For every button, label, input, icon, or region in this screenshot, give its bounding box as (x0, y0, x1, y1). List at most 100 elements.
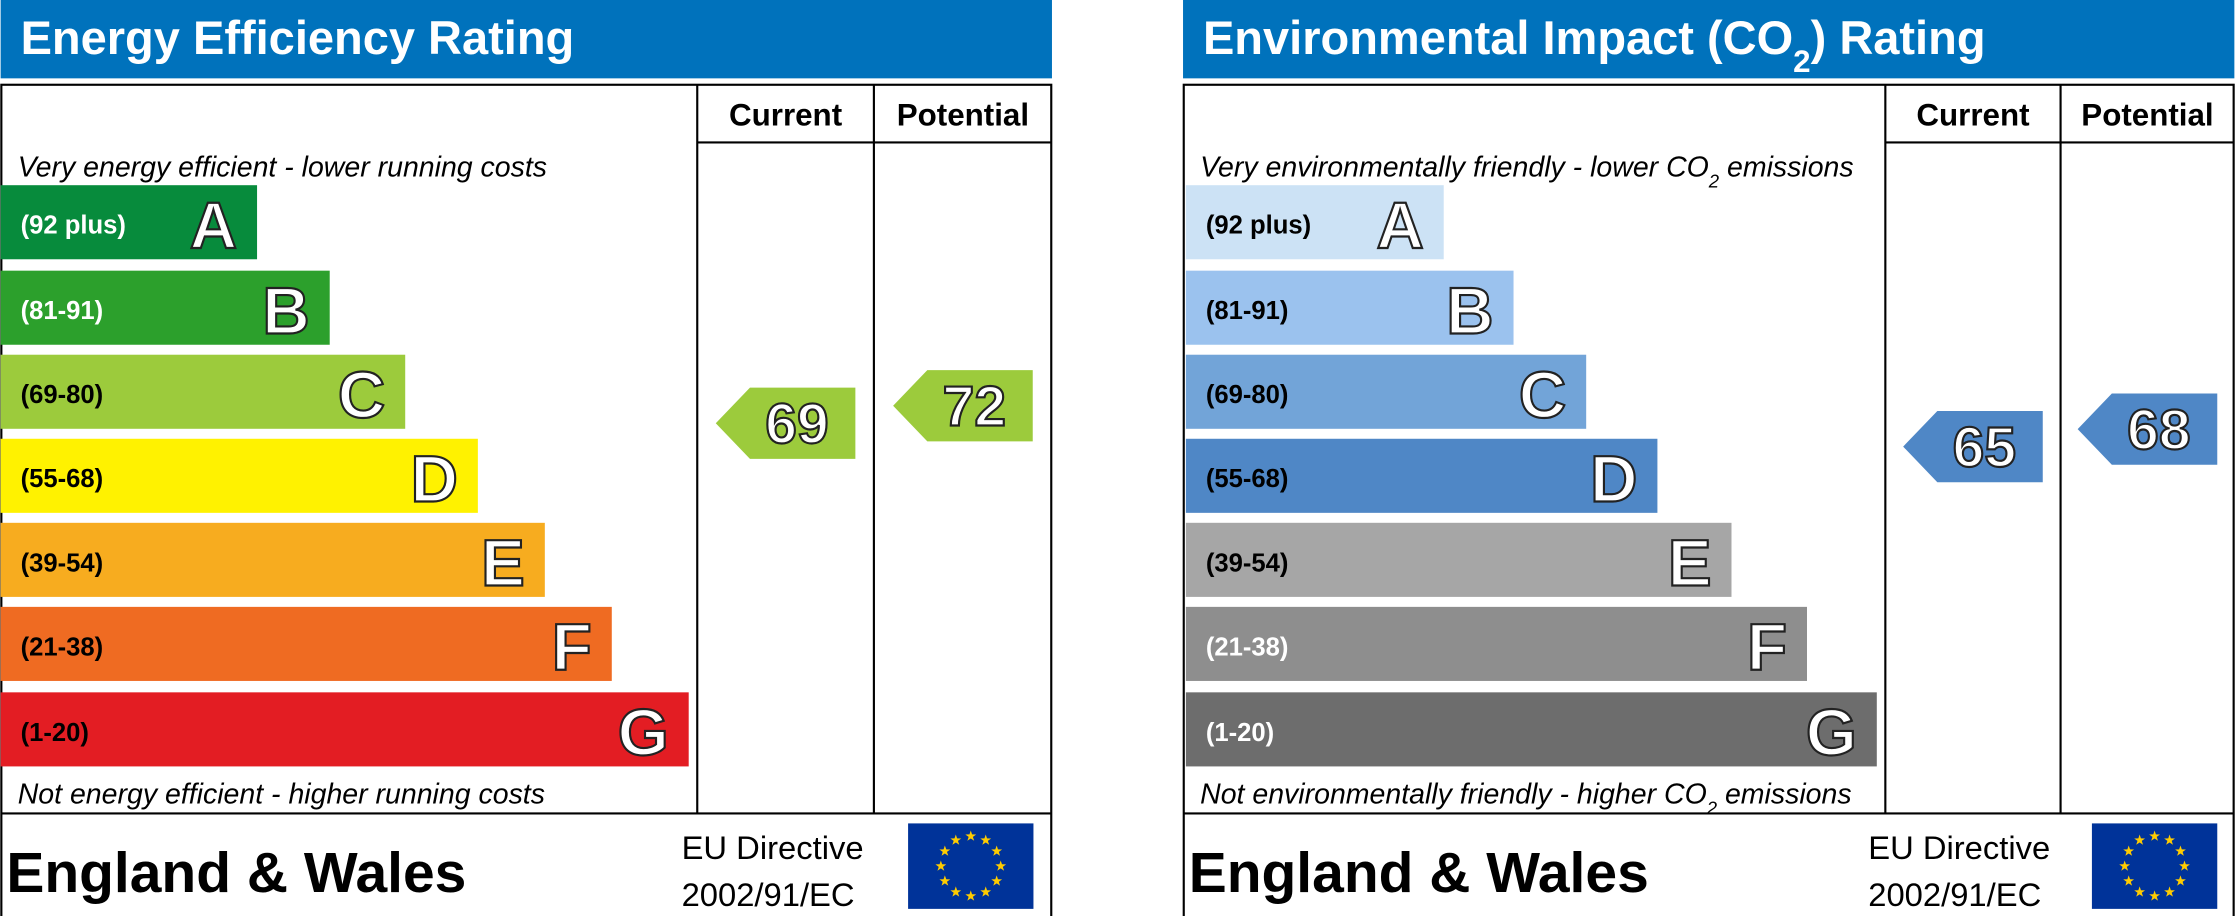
band-letter: E (481, 526, 525, 599)
rating-panel: Environmental Impact (CO2) RatingCurrent… (1182, 0, 2235, 916)
flag-star (950, 834, 962, 845)
flag-star (995, 860, 1007, 871)
rating-value: 72 (943, 375, 1006, 439)
bottom-note-part: emissions (1717, 778, 1852, 810)
flag-star (2175, 845, 2186, 856)
header-bar (1183, 0, 2235, 79)
column-header: Current (729, 97, 843, 132)
flag-star (2179, 860, 2190, 871)
panel-title: Energy Efficiency Rating (21, 11, 575, 64)
top-note-part: emissions (1719, 152, 1854, 184)
band-range: (55-68) (1206, 465, 1289, 493)
band-letter: D (411, 442, 458, 515)
bottom-note: Not energy efficient - higher running co… (18, 778, 545, 810)
band-bar (0, 270, 330, 345)
top-note-part: Very environmentally friendly - lower CO (1200, 152, 1709, 184)
column-header: Potential (2081, 97, 2213, 132)
flag-star (2164, 886, 2175, 897)
rating-value: 68 (2127, 398, 2190, 462)
band-range: (39-54) (21, 549, 104, 577)
flag-star (2149, 890, 2161, 901)
footer-country: England & Wales (1189, 841, 1649, 905)
flag-star (2164, 834, 2175, 845)
bottom-note-part: Not environmentally friendly - higher CO (1200, 778, 1707, 810)
top-note: Very environmentally friendly - lower CO… (1200, 152, 1854, 192)
band-range: (55-68) (21, 465, 104, 493)
flag-star (2149, 830, 2161, 841)
flag-star (2134, 834, 2146, 845)
band-bar (1185, 185, 1444, 260)
column-header: Current (1916, 97, 2030, 132)
band-bar (0, 438, 478, 513)
header-bar (0, 0, 1052, 79)
panel-title-part: Environmental Impact (CO (1203, 11, 1793, 64)
band-bar (0, 185, 258, 260)
flag-star (2123, 845, 2135, 856)
panel-title: Environmental Impact (CO2) Rating (1203, 11, 1986, 78)
panel-title-part: Energy Efficiency Rating (21, 11, 575, 64)
band-range: (69-80) (1206, 381, 1289, 409)
band-bar (1185, 270, 1514, 345)
band-range: (92 plus) (1206, 212, 1311, 240)
rating-panel: Energy Efficiency Rating Current Potential… (0, 0, 1053, 916)
table-border (1182, 83, 2235, 916)
band-range: (81-91) (21, 297, 104, 325)
top-note-part: Very energy efficient - lower running co… (18, 152, 547, 184)
band-range: (1-20) (1206, 719, 1274, 747)
band-letter: A (190, 189, 237, 262)
panel-title-part: ) Rating (1811, 11, 1986, 64)
band-range: (21-38) (21, 633, 104, 661)
band-bar (1185, 606, 1807, 681)
band-letter: D (1590, 442, 1637, 515)
flag-star (2119, 860, 2131, 871)
directive-line: 2002/91/EC (1868, 876, 2041, 913)
band-letter: G (1806, 696, 1857, 769)
band-bar (1185, 692, 1877, 767)
band-bar (0, 606, 612, 681)
directive-line: EU Directive (1868, 829, 2050, 866)
band-bar (1185, 438, 1658, 513)
footer-country: England & Wales (6, 841, 466, 905)
flag-star (980, 886, 992, 897)
flag-star (2175, 875, 2186, 886)
band-range: (92 plus) (21, 212, 126, 240)
rating-value: 65 (1953, 416, 2016, 480)
band-range: (69-80) (21, 381, 104, 409)
top-note-part: 2 (1708, 170, 1720, 191)
rating-arrow (893, 370, 1033, 442)
rating-value: 69 (765, 392, 828, 456)
band-range: (81-91) (1206, 297, 1289, 325)
flag-star (950, 886, 962, 897)
band-bar (0, 692, 689, 767)
band-range: (1-20) (21, 719, 89, 747)
band-range: (21-38) (1206, 633, 1289, 661)
band-letter: E (1668, 526, 1712, 599)
top-note: Very energy efficient - lower running co… (18, 152, 547, 184)
rating-arrow (715, 387, 856, 459)
band-bar (1185, 354, 1587, 429)
band-letter: F (1747, 611, 1787, 684)
flag-star (991, 875, 1003, 886)
flag-star (991, 845, 1003, 856)
band-bar (0, 354, 406, 429)
band-letter: C (338, 358, 385, 431)
column-header: Potential (897, 97, 1029, 132)
bottom-note-part: 2 (1706, 797, 1718, 818)
flag-star (2123, 875, 2135, 886)
flag-star (935, 860, 947, 871)
band-letter: B (262, 274, 309, 347)
rating-arrow (1903, 410, 2043, 483)
band-bar (0, 522, 545, 597)
rating-arrow (2077, 393, 2218, 465)
flag-star (980, 834, 992, 845)
flag-star (965, 890, 977, 901)
band-bar (1185, 522, 1732, 597)
flag-star (939, 845, 951, 856)
directive-line: 2002/91/EC (682, 876, 855, 913)
flag-star (2134, 886, 2146, 897)
band-letter: A (1376, 189, 1423, 262)
band-letter: C (1519, 358, 1566, 431)
band-range: (39-54) (1206, 549, 1289, 577)
band-letter: G (618, 696, 669, 769)
